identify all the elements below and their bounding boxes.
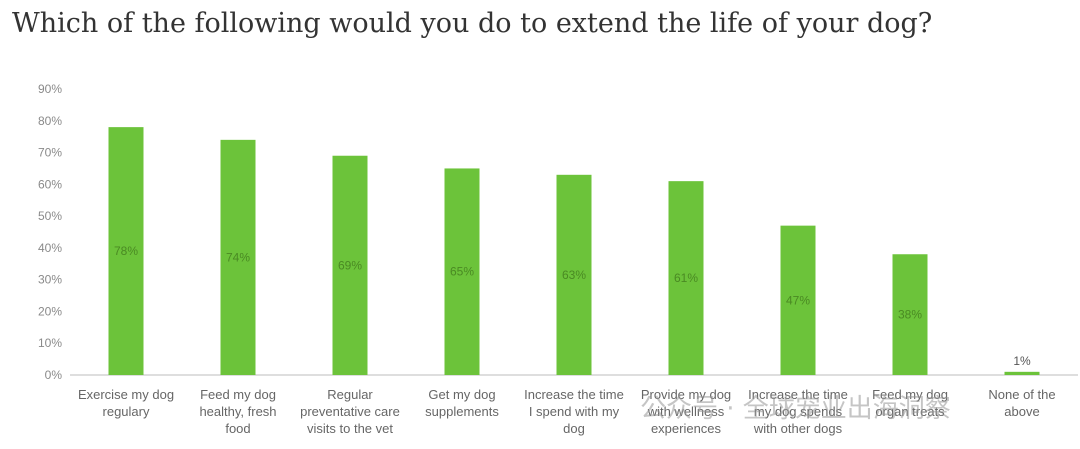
bar-value-label: 78% [114,244,138,258]
category-label-line: my dog spends [754,404,843,419]
category-label: None of the above [988,387,1055,419]
bar [108,127,144,375]
category-label-line: organ treats [875,404,945,419]
bars-group [108,127,1040,375]
category-label-line: supplements [425,404,499,419]
category-label-line: Regular [327,387,373,402]
category-label-line: I spend with my [529,404,620,419]
category-label-line: Provide my dog [641,387,731,402]
y-tick-label: 50% [38,209,62,223]
bar-value-label: 1% [1013,354,1031,368]
bar-value-label: 38% [898,308,922,322]
category-label-line: Get my dog [428,387,495,402]
category-label: Get my dog supplements [425,387,499,419]
y-tick-label: 70% [38,146,62,160]
value-labels-group: 78% 74% 69% 65% 63% 61% 47% 38% 1% [114,244,1031,368]
category-label-line: Increase the time [524,387,624,402]
category-label-line: above [1004,404,1039,419]
category-label-line: None of the [988,387,1055,402]
bar-value-label: 63% [562,268,586,282]
question-title: Which of the following would you do to e… [12,8,933,39]
category-label-line: Exercise my dog [78,387,174,402]
y-tick-label: 20% [38,304,62,318]
category-label-line: food [225,421,250,436]
bar [556,174,592,375]
category-label: Feed my dog healthy, fresh food [199,387,276,436]
category-label: Increase the time my dog spends with other… [748,387,848,436]
category-label: Feed my dog organ treats [872,387,948,419]
y-tick-label: 10% [38,336,62,350]
category-label: Provide my dog with wellness experiences [641,387,731,436]
bar-value-label: 74% [226,250,250,264]
bar [892,254,928,375]
y-tick-label: 0% [45,368,63,382]
bar-value-label: 61% [674,271,698,285]
y-tick-label: 90% [38,82,62,96]
category-label-line: Feed my dog [872,387,948,402]
bar [668,181,704,375]
category-label-line: visits to the vet [307,421,393,436]
category-label-line: dog [563,421,585,436]
bar [332,155,368,375]
category-label-line: healthy, fresh [199,404,276,419]
category-label-line: regulary [103,404,150,419]
y-tick-label: 60% [38,177,62,191]
category-label-line: experiences [651,421,722,436]
bar-value-label: 47% [786,293,810,307]
category-label: Regular preventative care visits to the ve… [300,387,400,436]
category-label-line: Feed my dog [200,387,276,402]
y-tick-label: 30% [38,273,62,287]
category-label-line: with other dogs [753,421,843,436]
category-label-line: preventative care [300,404,400,419]
category-labels-group: Exercise my dog regulary Feed my dog health… [78,387,1056,436]
bar [220,139,256,375]
category-label-line: Increase the time [748,387,848,402]
bar [780,225,816,375]
y-tick-label: 40% [38,241,62,255]
bar-value-label: 65% [450,265,474,279]
y-tick-label: 80% [38,114,62,128]
bar-value-label: 69% [338,258,362,272]
category-label: Increase the time I spend with my dog [524,387,624,436]
bar [444,168,480,375]
bar [1004,371,1040,375]
category-label-line: with wellness [647,404,725,419]
category-label: Exercise my dog regulary [78,387,174,419]
y-axis: 0% 10% 20% 30% 40% 50% 60% 70% 80% 90% [38,82,62,382]
